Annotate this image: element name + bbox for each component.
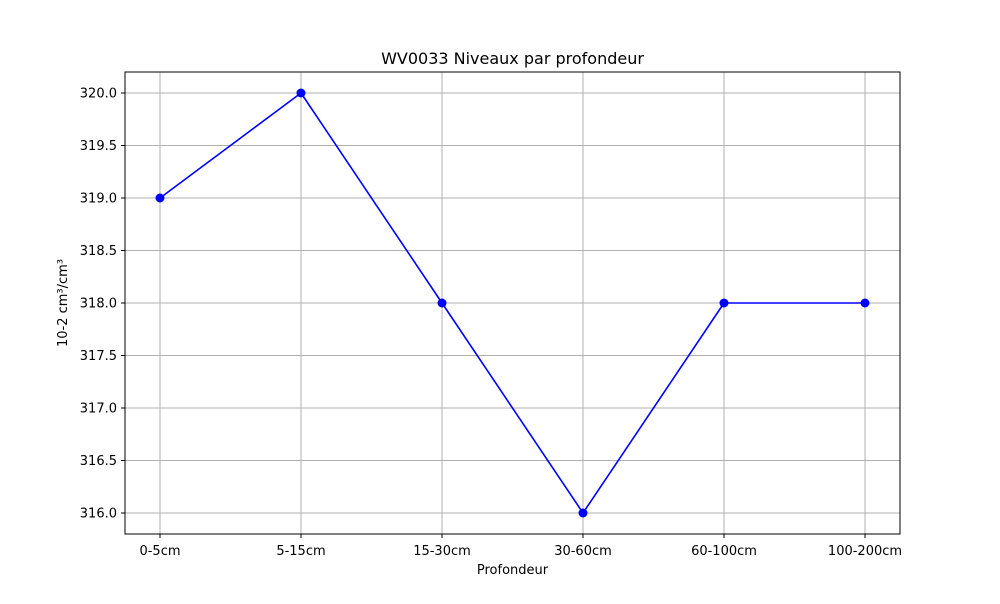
- x-tick-label: 100-200cm: [828, 544, 902, 559]
- y-tick-label: 319.0: [80, 192, 117, 207]
- data-point: [437, 298, 447, 308]
- x-tick-label: 15-30cm: [413, 544, 471, 559]
- x-tick-label: 30-60cm: [554, 544, 612, 559]
- chart-title: WV0033 Niveaux par profondeur: [381, 49, 644, 68]
- data-point: [719, 298, 729, 308]
- y-tick-label: 316.5: [80, 454, 117, 469]
- y-tick-label: 317.5: [80, 349, 117, 364]
- x-tick-label: 0-5cm: [139, 544, 180, 559]
- data-point: [155, 193, 165, 203]
- series-line: [159, 92, 865, 514]
- data-point: [578, 508, 588, 518]
- y-tick-label: 318.5: [80, 244, 117, 259]
- y-tick-label: 316.0: [80, 507, 117, 522]
- x-tick-label: 60-100cm: [691, 544, 757, 559]
- x-tick-label: 5-15cm: [276, 544, 325, 559]
- y-tick-label: 319.5: [80, 139, 117, 154]
- y-tick-label: 318.0: [80, 297, 117, 312]
- data-point: [296, 88, 306, 98]
- y-axis-label: 10-2 cm³/cm³: [56, 259, 71, 347]
- y-tick-label: 320.0: [80, 87, 117, 102]
- tick-layer: 0-5cm 5-15cm 15-30cm 30-60cm 60-100cm 100-200…: [80, 87, 902, 560]
- y-tick-label: 317.0: [80, 402, 117, 417]
- series-layer: [155, 88, 870, 518]
- x-axis-label: Profondeur: [477, 563, 549, 578]
- data-point: [860, 298, 870, 308]
